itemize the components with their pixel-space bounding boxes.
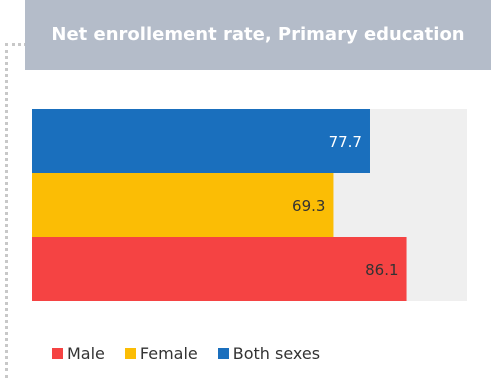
legend-label-male: Male [67, 344, 105, 363]
legend-swatch-both [217, 348, 229, 359]
data-label-female: 69.3 [292, 197, 325, 215]
legend-swatch-male [52, 348, 63, 359]
bar-both-sexes [32, 109, 370, 173]
legend-item-both: Both sexes [217, 344, 321, 363]
chart-title: Net enrollement rate, Primary education [51, 24, 465, 45]
bar-male [32, 237, 407, 301]
data-label-both-sexes: 77.7 [329, 133, 362, 151]
legend-item-female: Female [124, 344, 198, 363]
legend-swatch-female [124, 348, 136, 359]
chart-title-box: Net enrollement rate, Primary education [25, 0, 491, 70]
bar-female [32, 173, 334, 237]
legend-item-male: Male [52, 344, 105, 363]
legend-label-female: Female [139, 344, 198, 363]
legend: Male Female Both sexes [52, 344, 320, 363]
data-label-male: 86.1 [365, 261, 398, 279]
legend-label-both: Both sexes [232, 344, 321, 363]
